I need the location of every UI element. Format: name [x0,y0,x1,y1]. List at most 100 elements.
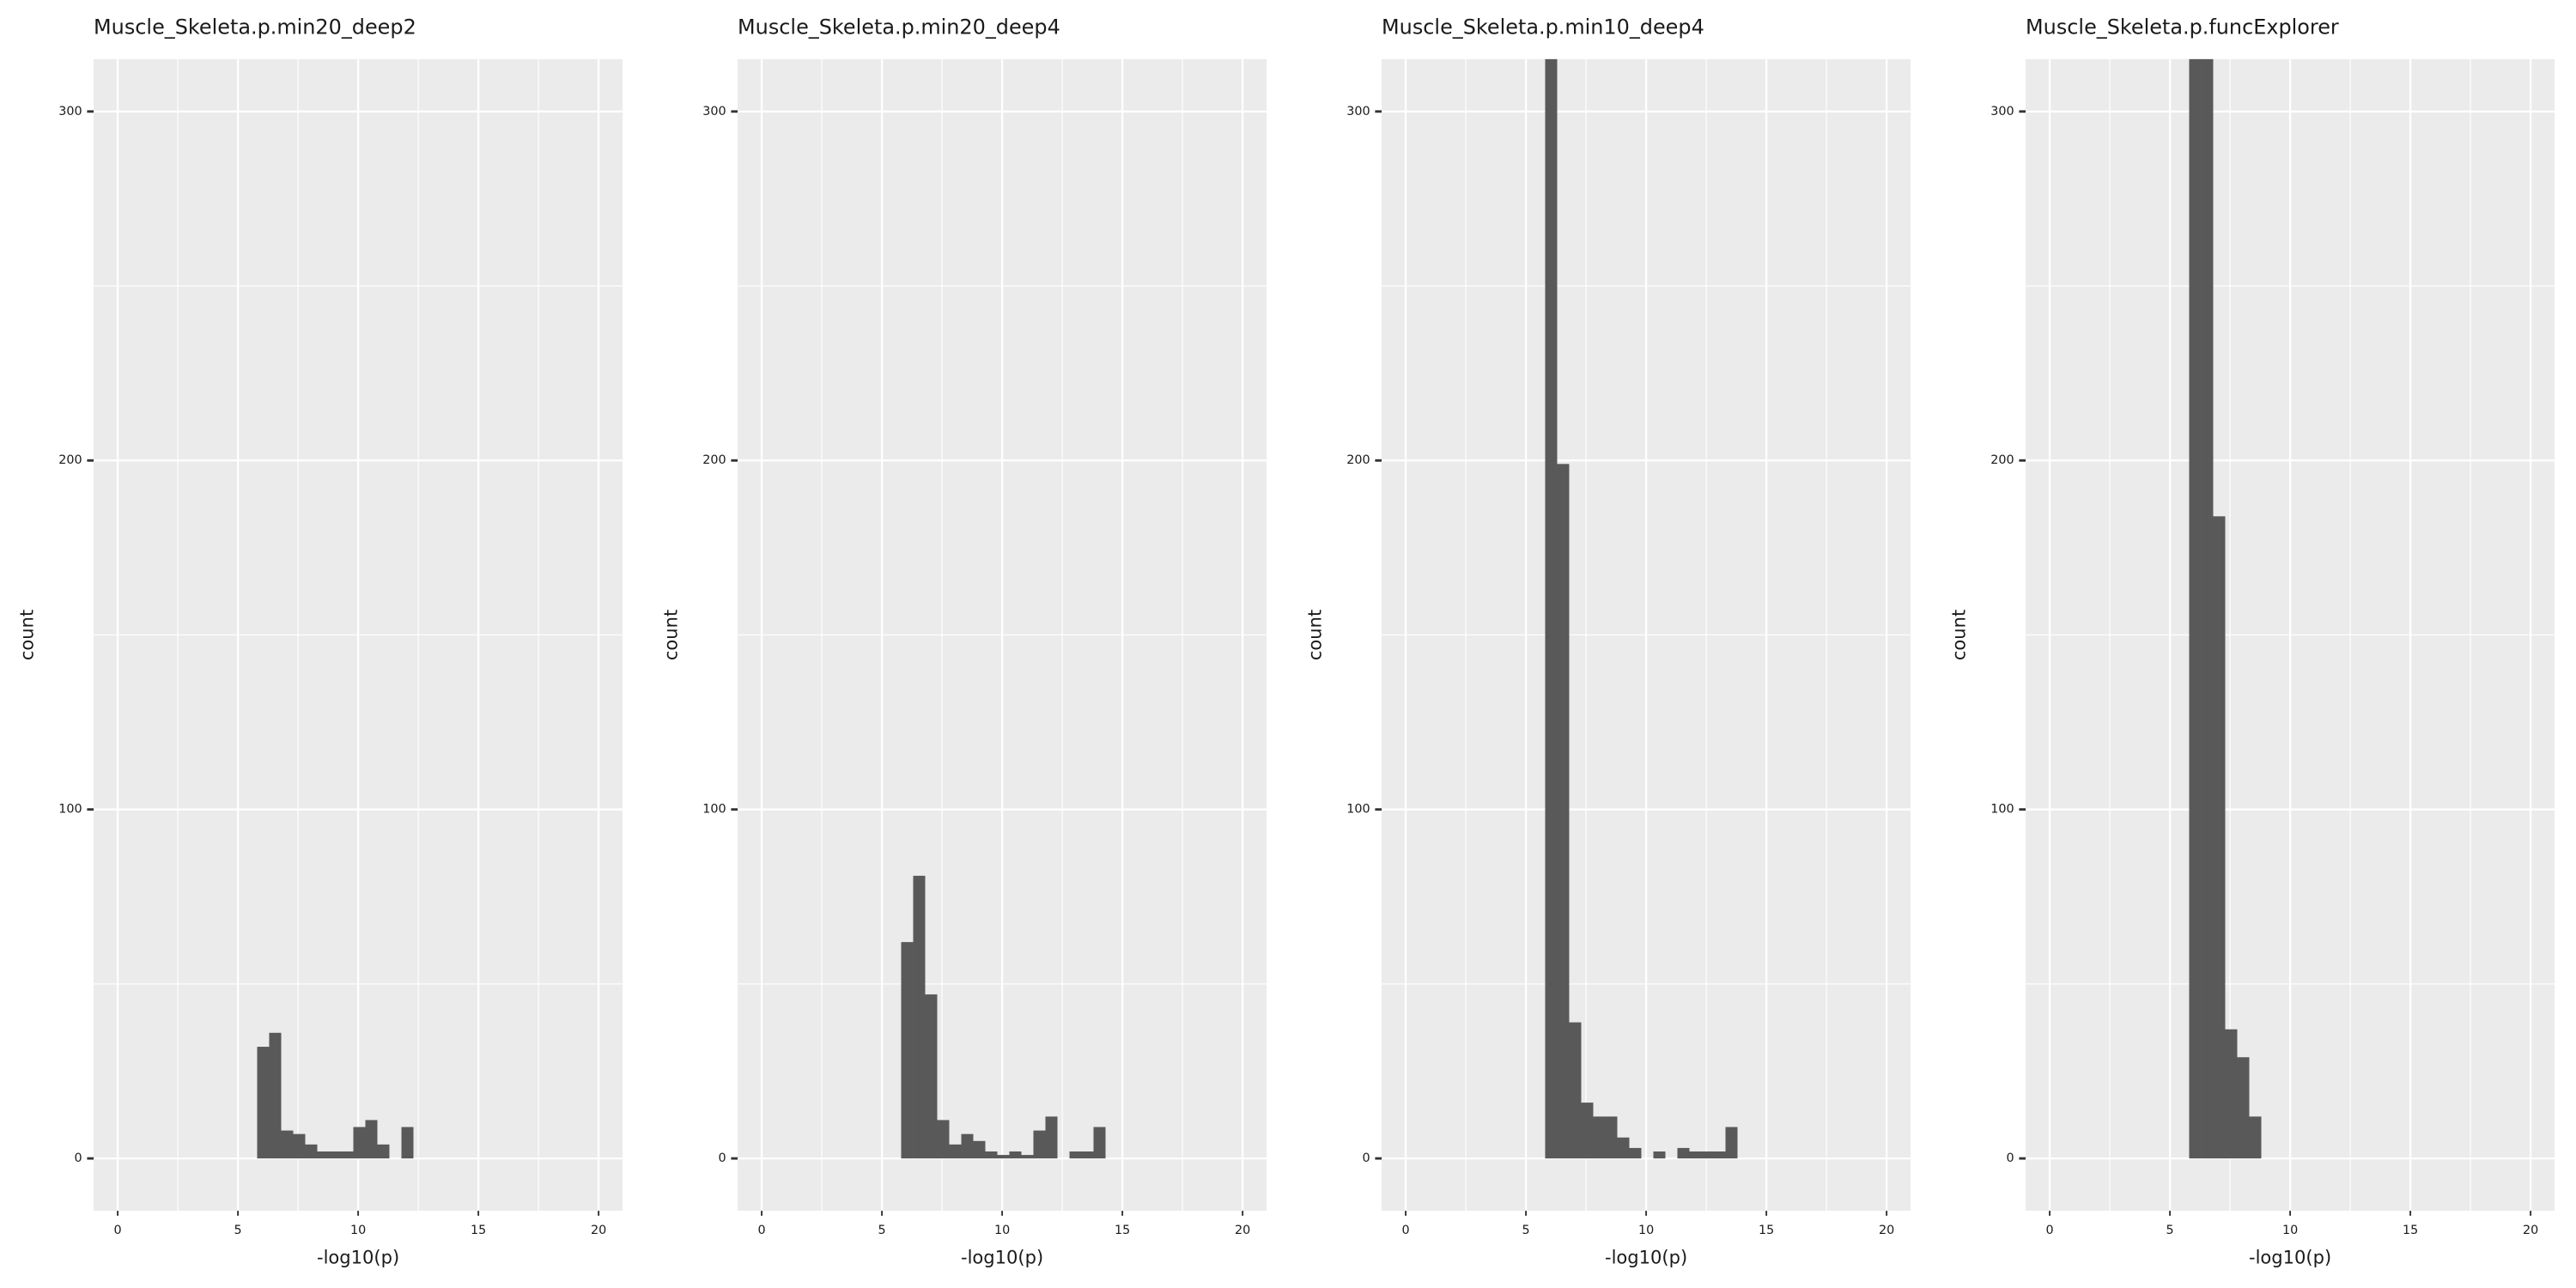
x-tick-label: 0 [1401,1224,1409,1237]
bar [2189,58,2202,1159]
bar [1701,1151,1714,1159]
bars [901,875,1106,1159]
bar [1677,1147,1690,1159]
y-tick-label: 0 [1363,1151,1370,1165]
bar [1045,1116,1058,1159]
y-tick-label: 200 [58,453,82,467]
bar [1629,1147,1642,1159]
bar [1725,1127,1738,1159]
bar [1545,58,1558,1159]
bar [401,1127,414,1159]
x-tick-label: 10 [994,1224,1010,1237]
x-tick-label: 0 [113,1224,121,1237]
x-axis-title: -log10(p) [2249,1247,2331,1268]
bar [341,1151,354,1159]
panel-title: Muscle_Skeleta.p.funcExplorer [2026,15,2339,39]
bar [293,1133,306,1159]
panel: 0 5 10 15 200100200300Muscle_Skeleta.p.min20… [660,15,1267,1268]
bar [1009,1151,1022,1159]
bar [925,994,938,1159]
y-tick-label: 200 [702,453,726,467]
x-tick-label: 10 [350,1224,366,1237]
y-tick-label: 300 [1990,105,2014,118]
y-tick-label: 0 [719,1151,726,1165]
x-tick-label: 20 [1879,1224,1894,1237]
y-tick-label: 0 [2007,1151,2014,1165]
y-axis-title: count [1304,610,1326,660]
bar [901,942,914,1159]
y-tick-label: 100 [1346,803,1370,817]
y-tick-label: 300 [58,105,82,118]
bar [2225,1029,2238,1159]
bar [973,1140,986,1159]
bar [1713,1151,1726,1159]
bar [2237,1057,2250,1159]
bar [1653,1151,1666,1159]
bar [1081,1151,1094,1159]
x-tick-label: 10 [1638,1224,1654,1237]
bar [281,1130,294,1159]
x-tick-label: 15 [471,1224,486,1237]
y-tick-label: 0 [75,1151,82,1165]
x-tick-label: 5 [2166,1224,2174,1237]
y-axis-title: count [660,610,682,660]
bar [997,1155,1010,1159]
y-tick-label: 100 [58,803,82,817]
bar [1593,1116,1606,1159]
y-tick-label: 300 [702,105,726,118]
y-axis-title: count [1948,610,1970,660]
x-tick-label: 5 [878,1224,886,1237]
x-tick-label: 15 [2403,1224,2418,1237]
x-tick-label: 0 [757,1224,765,1237]
bar [353,1127,366,1159]
bar [1689,1151,1702,1159]
bar [377,1144,390,1159]
x-axis-title: -log10(p) [317,1247,399,1268]
bar [1605,1116,1618,1159]
bar [1581,1103,1594,1159]
bar [1557,464,1570,1159]
y-axis-title: count [16,610,38,660]
panel: 0 5 10 15 200100200300Muscle_Skeleta.p.min20… [16,15,623,1268]
bar [317,1151,330,1159]
bar [1617,1137,1630,1159]
bars [257,1032,414,1159]
bar [305,1144,318,1159]
x-axis-title: -log10(p) [1605,1247,1687,1268]
bar [329,1151,342,1159]
bar [1069,1151,1082,1159]
y-tick-label: 100 [1990,803,2014,817]
x-axis-title: -log10(p) [961,1247,1043,1268]
bar [2213,516,2226,1159]
panel-title: Muscle_Skeleta.p.min20_deep4 [738,15,1060,39]
bar [1021,1155,1034,1159]
panel: 0 5 10 15 200100200300Muscle_Skeleta.p.funcE… [1948,15,2555,1268]
bar [2201,58,2214,1159]
bar [269,1032,282,1159]
x-tick-label: 20 [2523,1224,2538,1237]
y-tick-label: 300 [1346,105,1370,118]
x-tick-label: 10 [2282,1224,2298,1237]
x-tick-label: 5 [234,1224,242,1237]
x-tick-label: 0 [2045,1224,2053,1237]
bar [949,1144,962,1159]
bar [1569,1022,1582,1159]
panel-title: Muscle_Skeleta.p.min20_deep2 [94,15,416,39]
bar [365,1120,378,1159]
y-tick-label: 200 [1346,453,1370,467]
bar [257,1047,270,1159]
bar [937,1120,950,1159]
x-tick-label: 15 [1115,1224,1130,1237]
bar [1093,1127,1106,1159]
x-tick-label: 5 [1522,1224,1530,1237]
panel-title: Muscle_Skeleta.p.min10_deep4 [1382,15,1704,39]
x-tick-label: 20 [1235,1224,1250,1237]
y-tick-label: 200 [1990,453,2014,467]
bars [2189,58,2262,1159]
bar [1033,1130,1046,1159]
bar [913,875,926,1159]
panel: 0 5 10 15 200100200300Muscle_Skeleta.p.min10… [1304,15,1911,1268]
x-tick-label: 20 [591,1224,606,1237]
